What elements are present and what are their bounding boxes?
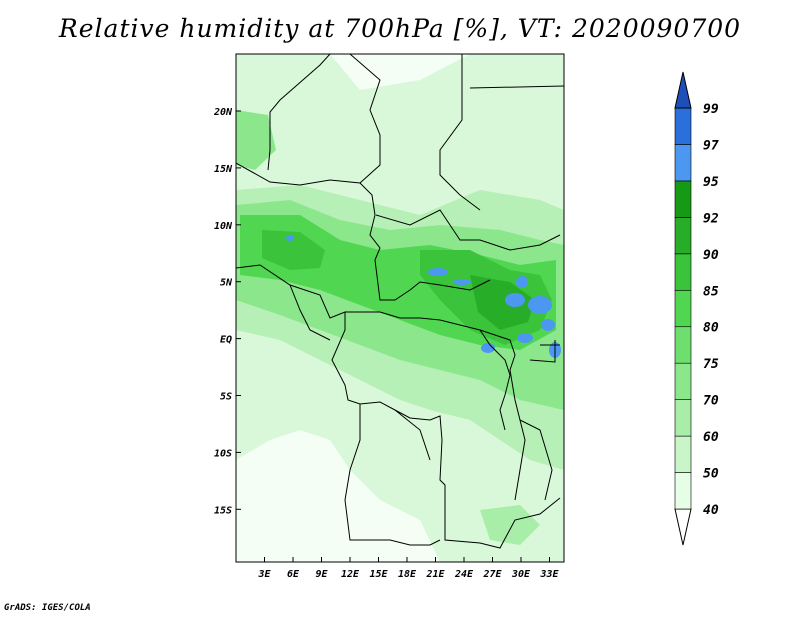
colorbar-segment bbox=[674, 253, 692, 291]
lat-tick-label: 15N bbox=[214, 164, 233, 175]
colorbar-label: 70 bbox=[703, 394, 719, 409]
colorbar-label: 50 bbox=[703, 467, 719, 482]
lon-tick-label: 3E bbox=[257, 569, 271, 580]
lat-tick-label: 10N bbox=[214, 221, 233, 232]
lat-tick-label: 5N bbox=[220, 278, 233, 289]
lat-tick-label: 20N bbox=[213, 107, 233, 118]
colorbar-segment bbox=[674, 399, 692, 437]
colorbar-segment bbox=[674, 144, 692, 182]
colorbar-label: 95 bbox=[703, 175, 719, 190]
colorbar-segment bbox=[674, 289, 692, 328]
map-title: Relative humidity at 700hPa [%], VT: 202… bbox=[58, 14, 742, 43]
colorbar-segment bbox=[674, 180, 692, 218]
colorbar: 40 50 60 70 75 80 85 90 92 95 97 99 bbox=[674, 71, 719, 546]
lon-tick-label: 15E bbox=[369, 569, 388, 580]
colorbar-high-triangle bbox=[674, 71, 692, 109]
lat-tick-label: 10S bbox=[214, 448, 232, 459]
colorbar-label: 97 bbox=[703, 138, 719, 153]
lon-tick-label: 9E bbox=[315, 569, 328, 580]
colorbar-label: 92 bbox=[703, 211, 719, 226]
lat-tick-label: 5S bbox=[220, 392, 232, 403]
lon-tick-label: 12E bbox=[341, 569, 360, 580]
lat-tick-label: EQ bbox=[220, 335, 232, 346]
colorbar-segment bbox=[674, 472, 692, 510]
colorbar-label: 60 bbox=[703, 430, 719, 445]
colorbar-label: 85 bbox=[703, 284, 719, 299]
colorbar-segment bbox=[674, 435, 692, 473]
colorbar-segment bbox=[674, 217, 692, 255]
lon-tick-label: 18E bbox=[398, 569, 417, 580]
lon-tick-label: 30E bbox=[511, 569, 531, 580]
colorbar-label: 40 bbox=[703, 503, 719, 518]
field-spot-upper-left bbox=[236, 110, 276, 170]
colorbar-low-triangle bbox=[674, 508, 692, 546]
colorbar-label: 75 bbox=[703, 357, 719, 372]
credit-text: GrADS: IGES/COLA bbox=[4, 603, 91, 613]
colorbar-segment bbox=[674, 107, 692, 145]
lon-tick-label: 27E bbox=[482, 569, 502, 580]
lat-tick-label: 15S bbox=[214, 505, 232, 516]
colorbar-label: 99 bbox=[703, 102, 719, 117]
field-band-92 bbox=[470, 275, 535, 330]
longitude-axis: 3E 6E 9E 12E 15E 18E 21E 24E 27E 30E 33E bbox=[257, 557, 560, 580]
latitude-axis: 20N 15N 10N 5N EQ 5S 10S 15S bbox=[213, 107, 241, 516]
humidity-field bbox=[236, 54, 564, 562]
saturation-patches bbox=[286, 235, 561, 358]
map-frame bbox=[235, 53, 565, 563]
colorbar-segment bbox=[674, 362, 692, 400]
lon-tick-label: 24E bbox=[454, 569, 474, 580]
colorbar-segment bbox=[674, 326, 692, 364]
field-band-90 bbox=[262, 230, 325, 270]
field-spot-lower bbox=[480, 505, 540, 545]
country-borders bbox=[236, 54, 564, 549]
colorbar-label: 90 bbox=[703, 248, 719, 263]
colorbar-label: 80 bbox=[703, 321, 719, 336]
lon-tick-label: 33E bbox=[539, 569, 559, 580]
lon-tick-label: 21E bbox=[425, 569, 445, 580]
lon-tick-label: 6E bbox=[287, 569, 300, 580]
